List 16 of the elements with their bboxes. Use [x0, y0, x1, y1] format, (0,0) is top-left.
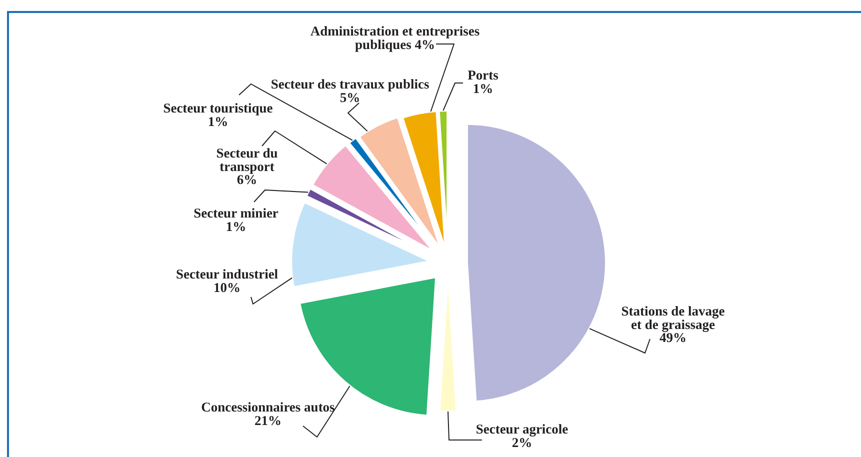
slice-label: Secteur agricole [476, 421, 568, 436]
slice-label: Secteur des travaux publics [270, 76, 430, 92]
slice-label: Stations de lavage et de graissage [621, 303, 725, 332]
slice-label: Ports [468, 67, 498, 82]
slice-label: Secteur minier [194, 205, 278, 220]
slice-label: Secteur industriel [176, 266, 278, 282]
data-label: 1% [472, 80, 494, 96]
slice-label: Secteur du transport [216, 145, 278, 174]
data-label: 5% [340, 90, 360, 105]
slice-label: Administration et entreprises publiques 4% [310, 23, 480, 52]
slice-label: Concessionnaires autos [201, 399, 335, 414]
data-label: 1% [208, 114, 228, 129]
slice-label: Secteur touristique [163, 100, 273, 116]
data-label: 10% [214, 280, 240, 295]
data-label: 1% [226, 218, 246, 234]
data-label: 21% [254, 412, 282, 428]
